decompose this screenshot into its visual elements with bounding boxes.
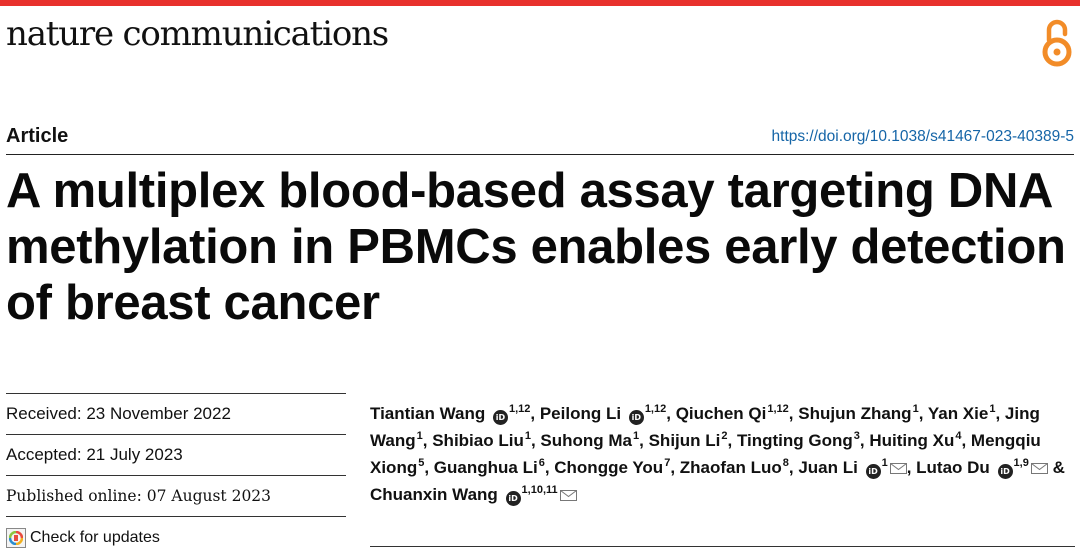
author[interactable]: Yan Xie1 <box>927 403 996 424</box>
author-name[interactable]: Shibiao Liu <box>432 431 524 450</box>
author-name[interactable]: Qiuchen Qi <box>675 404 767 423</box>
author-name[interactable]: Guanghua Li <box>433 458 538 477</box>
author-name[interactable]: Mengqiu Xiong <box>370 431 1041 477</box>
author-affiliation[interactable]: 1,12 <box>644 403 667 415</box>
author-separator: , <box>639 431 649 450</box>
author-affiliation[interactable]: 7 <box>664 457 671 469</box>
author[interactable]: Shujun Zhang1 <box>798 403 919 424</box>
author-separator: , <box>544 458 555 477</box>
author-name[interactable]: Jing Wang <box>370 404 1040 450</box>
mail-icon[interactable] <box>889 463 907 474</box>
article-dates: Received: 23 November 2022 Accepted: 21 … <box>6 393 346 517</box>
author-list: Tiantian Wang iD1,12, Peilong Li iD1,12,… <box>370 400 1075 508</box>
author-separator: & <box>1047 458 1065 477</box>
author[interactable]: Lutao Du iD1,9 <box>916 457 1048 479</box>
author-affiliation[interactable]: 1,12 <box>767 403 789 415</box>
author[interactable]: Shijun Li2 <box>648 430 728 451</box>
author-affiliation[interactable]: 1,9 <box>1013 457 1029 469</box>
author-separator: , <box>788 404 799 423</box>
author-separator: , <box>918 404 928 423</box>
author-affiliation[interactable]: 2 <box>721 430 728 442</box>
author-name[interactable]: Lutao Du <box>916 458 990 477</box>
author-separator: , <box>727 431 737 450</box>
author[interactable]: Peilong Li iD1,12 <box>539 403 667 425</box>
author[interactable]: Shibiao Liu1 <box>432 430 531 451</box>
author-separator: , <box>666 404 676 423</box>
author-affiliation[interactable]: 1,12 <box>508 403 531 415</box>
author[interactable]: Tiantian Wang iD1,12 <box>370 403 531 425</box>
author-affiliation[interactable]: 5 <box>418 457 425 469</box>
author-affiliation[interactable]: 4 <box>955 430 962 442</box>
article-type-label: Article <box>6 125 69 147</box>
orcid-icon[interactable]: iD <box>865 464 881 479</box>
article-title: A multiplex blood-based assay targeting … <box>6 164 1066 330</box>
author[interactable]: Guanghua Li6 <box>433 457 545 478</box>
mail-icon[interactable] <box>1030 463 1048 474</box>
author[interactable]: Jing Wang1 <box>370 404 1040 450</box>
author-name[interactable]: Chuanxin Wang <box>370 485 498 504</box>
author[interactable]: Mengqiu Xiong5 <box>370 431 1041 477</box>
author-affiliation[interactable]: 1 <box>989 403 996 415</box>
journal-name[interactable]: nature communications <box>6 14 389 54</box>
author-affiliation[interactable]: 3 <box>853 430 860 442</box>
author-affiliation[interactable]: 1 <box>912 403 919 415</box>
author-name[interactable]: Shijun Li <box>648 431 721 450</box>
author-name[interactable]: Juan Li <box>798 458 858 477</box>
author-separator: , <box>906 458 917 477</box>
author-separator: , <box>530 404 540 423</box>
author-name[interactable]: Huiting Xu <box>869 431 955 450</box>
author-separator: , <box>530 431 541 450</box>
author-name[interactable]: Tingting Gong <box>736 431 853 450</box>
author-name[interactable]: Suhong Ma <box>540 431 633 450</box>
check-for-updates-button[interactable]: Check for updates <box>6 526 160 550</box>
author-separator: , <box>788 458 799 477</box>
author-affiliation[interactable]: 1 <box>416 430 423 442</box>
open-access-icon <box>1042 19 1072 67</box>
author-name[interactable]: Shujun Zhang <box>798 404 912 423</box>
check-updates-icon <box>6 528 26 548</box>
author-name[interactable]: Tiantian Wang <box>370 404 486 423</box>
doi-link[interactable]: https://doi.org/10.1038/s41467-023-40389… <box>771 128 1074 145</box>
orcid-icon[interactable]: iD <box>492 410 508 425</box>
received-date: Received: 23 November 2022 <box>6 393 346 434</box>
author-name[interactable]: Zhaofan Luo <box>679 458 782 477</box>
orcid-icon[interactable]: iD <box>505 491 521 506</box>
orcid-icon[interactable]: iD <box>628 410 644 425</box>
author-name[interactable]: Chongge You <box>554 458 664 477</box>
author-affiliation[interactable]: 6 <box>538 457 545 469</box>
author[interactable]: Huiting Xu4 <box>869 430 962 451</box>
author[interactable]: Chongge You7 <box>554 457 671 478</box>
author[interactable]: Qiuchen Qi1,12 <box>675 403 789 424</box>
author-separator: , <box>670 458 680 477</box>
published-date-text: Published online: 07 August 2023 <box>6 487 272 505</box>
author[interactable]: Chuanxin Wang iD1,10,11 <box>370 484 577 506</box>
author-separator: , <box>422 431 433 450</box>
header-divider <box>6 154 1074 155</box>
author-separator: , <box>424 458 434 477</box>
author-affiliation[interactable]: 1,10,11 <box>521 484 558 496</box>
author-separator: , <box>995 404 1005 423</box>
mail-icon[interactable] <box>559 490 577 501</box>
author-name[interactable]: Peilong Li <box>539 404 622 423</box>
author-separator: , <box>859 431 870 450</box>
accepted-date: Accepted: 21 July 2023 <box>6 434 346 475</box>
author-affiliation[interactable]: 8 <box>782 457 789 469</box>
author[interactable]: Tingting Gong3 <box>736 430 860 451</box>
authors-divider <box>370 546 1075 547</box>
author-affiliation[interactable]: 1 <box>881 457 888 469</box>
orcid-icon[interactable]: iD <box>997 464 1013 479</box>
top-accent-bar <box>0 0 1080 6</box>
published-date: Published online: 07 August 2023 <box>6 475 346 517</box>
author-separator: , <box>961 431 971 450</box>
author[interactable]: Juan Li iD1 <box>798 457 907 479</box>
author-affiliation[interactable]: 1 <box>633 430 640 442</box>
author-affiliation[interactable]: 1 <box>524 430 531 442</box>
author-name[interactable]: Yan Xie <box>927 404 989 423</box>
check-updates-label: Check for updates <box>30 529 160 546</box>
author[interactable]: Suhong Ma1 <box>540 430 640 451</box>
author[interactable]: Zhaofan Luo8 <box>679 457 789 478</box>
